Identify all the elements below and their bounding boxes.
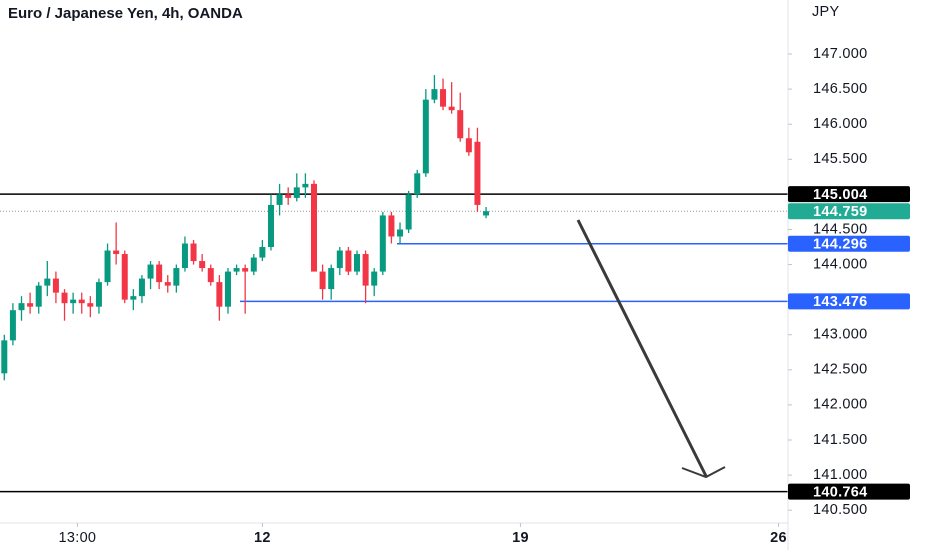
candle-body [95, 282, 102, 307]
candle-body [250, 257, 257, 272]
x-tick-label: 12 [254, 530, 271, 546]
y-tick-label: 143.000 [813, 327, 868, 343]
level-label: 144.759 [813, 204, 868, 220]
candle-body [457, 110, 464, 139]
candle-body [138, 278, 145, 297]
candle-body [35, 285, 42, 307]
candle-body [267, 204, 274, 248]
candle-body [190, 243, 197, 262]
candle-body [431, 89, 438, 100]
level-label: 143.476 [813, 294, 868, 310]
candle-body [61, 292, 68, 304]
candle-body [156, 264, 163, 283]
candle-body [113, 250, 120, 255]
x-tick-label: 13:00 [59, 530, 97, 546]
y-tick-label: 140.500 [813, 502, 868, 518]
candle-body [474, 141, 481, 205]
candle-body [87, 303, 94, 307]
candle-body [285, 194, 292, 198]
candle-body [276, 194, 283, 205]
candle-body [52, 278, 59, 293]
candle-body [388, 215, 395, 237]
candle-body [371, 271, 378, 286]
candle-body [336, 250, 343, 269]
x-tick-label: 19 [512, 530, 529, 546]
level-badge [788, 235, 910, 252]
candle-body [319, 271, 326, 290]
y-tick-label: 144.500 [813, 221, 868, 237]
candle-body [104, 250, 111, 283]
candle-body [233, 268, 240, 272]
y-tick-label: 141.500 [813, 432, 868, 448]
arrow-head [681, 466, 726, 479]
candle-body [44, 278, 51, 286]
projection-arrow [576, 219, 708, 477]
candle-body [379, 215, 386, 272]
candle-body [207, 268, 214, 283]
candle-body [414, 173, 421, 195]
candle-body [328, 268, 335, 290]
candle-body [18, 303, 25, 311]
plot-area [0, 75, 788, 493]
candle-body [362, 254, 369, 286]
level-badge [788, 203, 910, 220]
candle-body [405, 194, 412, 230]
y-axis-label: JPY [812, 4, 840, 20]
candle-body [121, 254, 128, 300]
y-tick-label: 145.500 [813, 151, 868, 167]
candle-body [302, 183, 309, 188]
candle-body [259, 247, 266, 258]
y-tick-label: 144.000 [813, 256, 868, 272]
candle-body [310, 183, 317, 272]
y-tick-label: 142.000 [813, 397, 868, 413]
candle-body [224, 271, 231, 307]
candle-body [216, 282, 223, 307]
level-badge [788, 186, 910, 203]
candle-body [27, 303, 34, 307]
candle-body [173, 268, 180, 286]
candle-body [130, 296, 137, 300]
candle-body [1, 340, 8, 374]
candle-body [293, 187, 300, 198]
candle-body [422, 99, 429, 174]
level-label: 145.004 [813, 187, 868, 203]
candle-body [199, 261, 206, 269]
y-tick-label: 142.500 [813, 362, 868, 378]
level-label: 144.296 [813, 237, 868, 253]
x-tick-label: 26 [770, 530, 787, 546]
candle-body [397, 229, 404, 237]
y-tick-label: 147.000 [813, 46, 868, 62]
level-badge [788, 293, 910, 310]
candle-body [70, 299, 77, 304]
candle-body [164, 282, 171, 286]
level-label: 140.764 [813, 484, 868, 500]
candle-body [448, 106, 455, 111]
y-tick-label: 141.000 [813, 467, 868, 483]
candle-body [242, 268, 249, 272]
y-tick-label: 146.500 [813, 81, 868, 97]
candle-body [147, 264, 154, 279]
candle-body [465, 138, 472, 153]
candle-body [78, 299, 85, 304]
level-badge [788, 483, 910, 500]
chart-title: Euro / Japanese Yen, 4h, OANDA [8, 5, 243, 22]
candle-body [483, 211, 490, 216]
candle-body [440, 89, 447, 107]
candle-body [345, 250, 352, 272]
candle-body [9, 310, 16, 341]
candle-body [354, 254, 361, 272]
candle-body [181, 243, 188, 269]
y-tick-label: 146.000 [813, 116, 868, 132]
